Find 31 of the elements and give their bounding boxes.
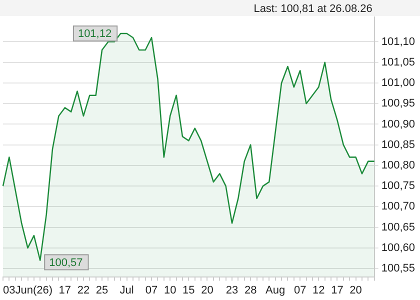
annotation: 101,12	[78, 28, 112, 40]
y-tick-label: 100,65	[381, 221, 416, 234]
y-tick-label: 101,10	[381, 36, 416, 48]
y-tick-label: 100,60	[381, 242, 416, 254]
text: Last: 100,81 at 26.08.26	[254, 3, 372, 16]
y-tick-label: 100,80	[381, 159, 416, 172]
x-tick-label: 07	[294, 284, 306, 296]
x-tick-label: 22	[77, 284, 90, 296]
x-tick-label: 07	[145, 284, 158, 296]
x-tick-label: 12	[312, 284, 325, 296]
y-tick-label: 100,90	[381, 118, 416, 130]
x-tick-label: 23	[226, 284, 238, 296]
x-tick-label: 20	[350, 284, 362, 296]
y-tick-label: 100,85	[381, 138, 416, 151]
x-tick-label: 15	[182, 284, 195, 296]
y-tick-label: 100,95	[381, 98, 416, 110]
x-tick-label: 20	[201, 284, 214, 296]
x-tick-label: 28	[244, 284, 257, 296]
x-tick-label: Jul	[120, 284, 134, 296]
x-tick-label: 10	[164, 284, 176, 296]
y-tick-label: 101,05	[381, 56, 416, 68]
x-tick-label: 17	[58, 284, 72, 296]
x-tick-label: 17	[331, 284, 344, 296]
annotation: 100,57	[49, 256, 83, 269]
x-tick-label: 25	[96, 284, 108, 296]
x-tick-label: Aug	[266, 284, 286, 296]
y-tick-label: 100,55	[381, 262, 416, 275]
x-tick-label: 03Jun(26)	[2, 284, 53, 296]
y-tick-label: 100,70	[381, 200, 416, 213]
y-tick-label: 101,00	[381, 77, 416, 90]
y-tick-label: 100,75	[381, 180, 416, 192]
